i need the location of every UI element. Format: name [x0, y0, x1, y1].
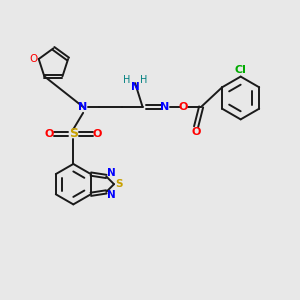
- Text: H: H: [123, 75, 130, 85]
- Text: O: O: [92, 129, 102, 139]
- Text: O: O: [45, 129, 54, 139]
- Text: N: N: [131, 82, 140, 92]
- Text: O: O: [178, 102, 188, 112]
- Text: H: H: [140, 75, 147, 85]
- Text: N: N: [79, 102, 88, 112]
- Text: O: O: [191, 127, 201, 137]
- Text: O: O: [29, 54, 38, 64]
- Text: N: N: [107, 190, 116, 200]
- Text: Cl: Cl: [235, 65, 247, 75]
- Text: N: N: [160, 102, 170, 112]
- Text: S: S: [116, 179, 123, 189]
- Text: N: N: [107, 169, 116, 178]
- Text: S: S: [69, 127, 78, 140]
